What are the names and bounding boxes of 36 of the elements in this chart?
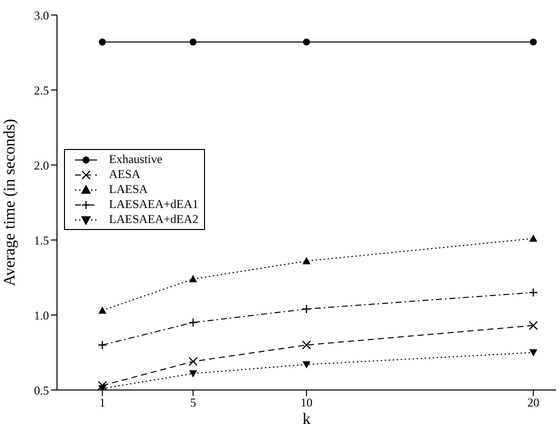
point bbox=[302, 257, 310, 264]
point bbox=[528, 288, 538, 298]
y-tick-label: 3.0 bbox=[34, 8, 49, 22]
legend-label: LAESAEA+dEA2 bbox=[109, 212, 198, 227]
point bbox=[302, 361, 310, 368]
point bbox=[188, 318, 198, 328]
x-tick-label: 1 bbox=[99, 396, 106, 410]
y-tick-label: 1.5 bbox=[34, 233, 49, 248]
point bbox=[188, 356, 198, 366]
point bbox=[529, 349, 538, 356]
y-tick-label: 1.0 bbox=[34, 308, 49, 322]
point bbox=[98, 38, 106, 46]
point bbox=[189, 275, 198, 282]
point bbox=[528, 320, 538, 330]
y-tick-label: 2.0 bbox=[34, 158, 49, 172]
point bbox=[529, 234, 538, 242]
point bbox=[98, 340, 107, 350]
legend-label: AESA bbox=[109, 167, 140, 182]
point bbox=[98, 306, 106, 314]
y-axis-title: Average time (in seconds) bbox=[2, 118, 19, 286]
legend-label: LAESA bbox=[109, 182, 148, 197]
legend-label: Exhaustive bbox=[109, 152, 162, 167]
x-tick-label: 10 bbox=[300, 396, 312, 410]
point bbox=[190, 38, 197, 46]
point bbox=[302, 304, 312, 314]
x-axis-title: k bbox=[302, 411, 310, 424]
legend-label: LAESAEA+dEA1 bbox=[109, 197, 198, 212]
point bbox=[302, 340, 312, 350]
y-tick-label: 2.5 bbox=[34, 83, 49, 98]
point bbox=[530, 38, 537, 46]
point bbox=[189, 370, 198, 378]
x-tick-label: 5 bbox=[190, 396, 196, 410]
x-tick-label: 20 bbox=[527, 396, 540, 410]
point bbox=[303, 38, 310, 46]
y-tick-label: 0.5 bbox=[34, 383, 49, 398]
point bbox=[98, 380, 107, 390]
